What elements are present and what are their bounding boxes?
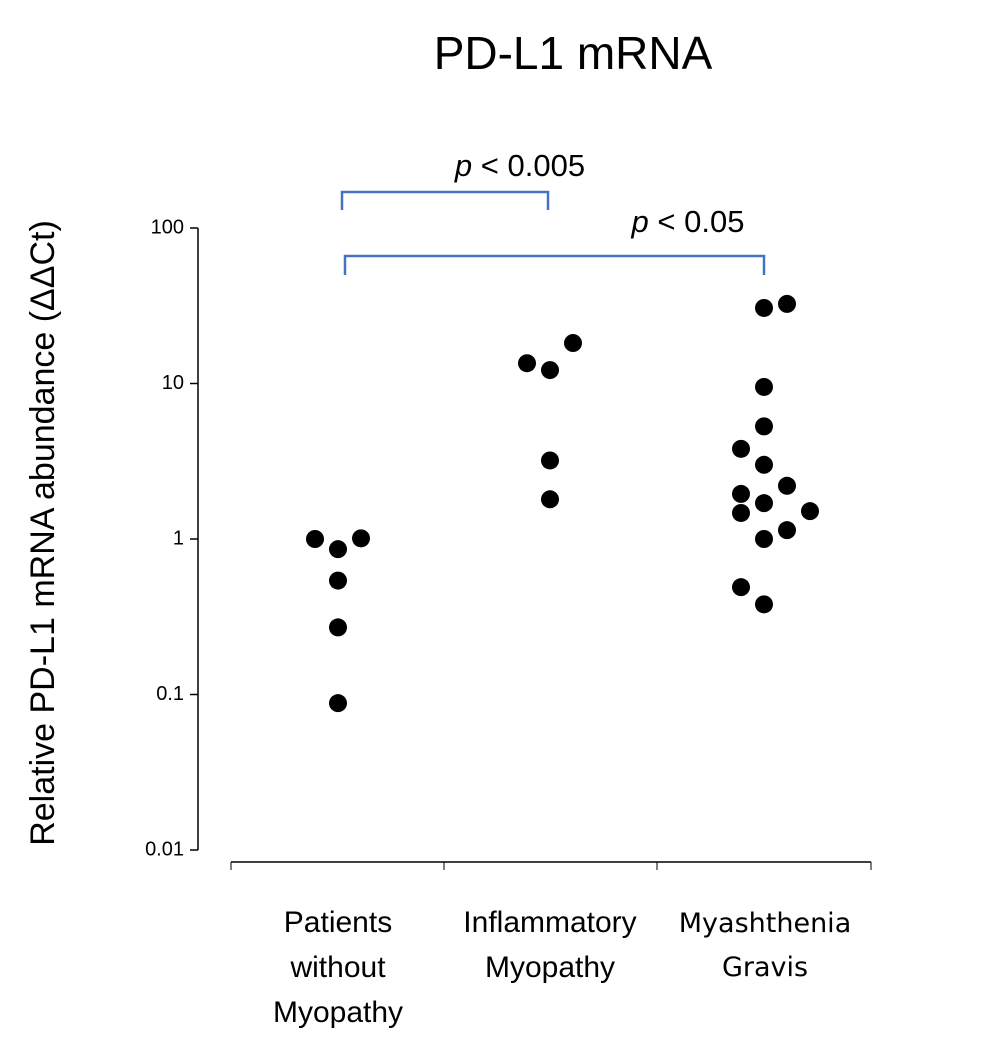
annotation: p < 0.005 — [454, 148, 586, 183]
data-point — [329, 694, 347, 713]
y-tick-label: 100 — [151, 216, 184, 238]
data-point — [541, 490, 559, 509]
bracket — [340, 190, 550, 210]
data-point — [352, 529, 370, 548]
data-point — [755, 417, 773, 436]
chart-title: PD-L1 mRNA — [434, 27, 713, 79]
data-point — [732, 578, 750, 597]
data-point — [732, 439, 750, 458]
data-point — [801, 502, 819, 521]
data-point — [755, 595, 773, 614]
y-tick-label: 0.01 — [145, 838, 184, 860]
y-tick-label: 10 — [162, 372, 184, 394]
data-point — [541, 451, 559, 470]
y-tick-label: 0.1 — [156, 683, 184, 705]
bracket — [343, 254, 766, 275]
data-point — [329, 540, 347, 559]
data-point — [778, 476, 796, 495]
data-point — [755, 298, 773, 317]
x-tick-label: Myashthenia Gravis — [678, 908, 852, 983]
data-point — [732, 484, 750, 503]
y-axis-label: Relative PD-L1 mRNA abundance (ΔΔCt) — [24, 220, 62, 846]
data-point — [518, 354, 536, 373]
x-tick-label: Inflammatory Myopathy — [463, 906, 637, 984]
annotation: p < 0.05 — [631, 204, 745, 239]
data-point — [778, 521, 796, 540]
data-point — [732, 503, 750, 522]
data-point — [755, 494, 773, 513]
data-point — [755, 530, 773, 548]
x-tick-label: Patients without Myopathy — [272, 906, 404, 1029]
data-point — [306, 530, 324, 548]
data-point — [778, 294, 796, 313]
data-point — [755, 377, 773, 396]
data-point — [329, 571, 347, 590]
data-point — [329, 618, 347, 637]
y-tick-label: 1 — [173, 527, 184, 549]
data-point — [564, 334, 582, 353]
data-point — [755, 455, 773, 474]
data-point — [541, 361, 559, 380]
